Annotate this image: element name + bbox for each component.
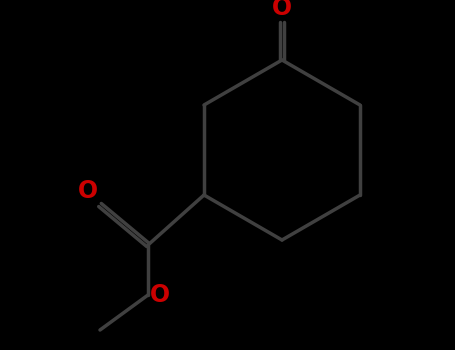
Text: O: O [150,283,170,307]
Text: O: O [272,0,292,20]
Text: O: O [78,179,98,203]
